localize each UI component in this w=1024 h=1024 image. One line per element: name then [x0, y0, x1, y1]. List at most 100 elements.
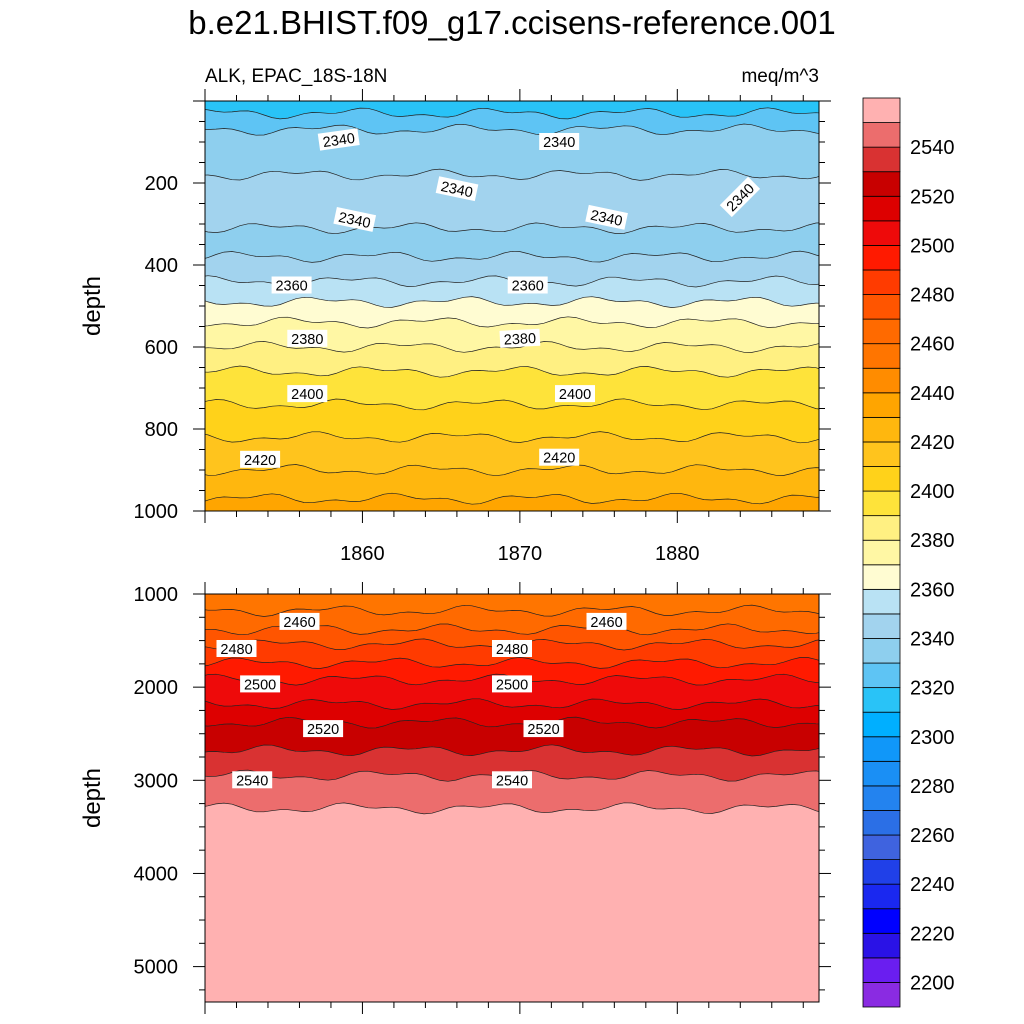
- contour-label-text: 2500: [244, 677, 276, 693]
- contour-band-2360: [205, 296, 819, 328]
- contour-label-text: 2340: [322, 131, 356, 151]
- contour-line: [205, 398, 819, 411]
- colorbar-swatch-2430: [862, 392, 901, 418]
- contour-label-text: 2540: [496, 773, 528, 789]
- y-tick-label: 600: [145, 337, 178, 359]
- contour-label: 2340: [585, 204, 628, 230]
- contour-label: 2400: [287, 385, 328, 403]
- x-axis-ticks: [204, 582, 804, 1014]
- contour-band-2460: [205, 605, 819, 635]
- colorbar-label: 2300: [910, 727, 955, 749]
- contour-band-2510: [205, 698, 819, 728]
- contour-label-text: 2380: [503, 331, 536, 349]
- x-tick-label: 1870: [498, 543, 543, 565]
- contour-label: 2380: [287, 329, 328, 348]
- contour-label: 2380: [499, 328, 541, 349]
- contour-line: [205, 296, 819, 308]
- colorbar-swatch-2360: [862, 564, 901, 590]
- contour-band-2550: [205, 802, 819, 1002]
- colorbar-swatch-2460: [862, 318, 901, 345]
- contour-label-text: 2340: [439, 179, 474, 201]
- contour-line: [205, 464, 819, 477]
- colorbar-swatch-2530: [862, 146, 901, 173]
- colorbar-swatch-2480: [862, 269, 901, 295]
- contour-label: 2340: [333, 206, 377, 232]
- contour-label-text: 2340: [337, 210, 372, 232]
- colorbar-swatch-2470: [862, 294, 901, 320]
- contour-band-2380: [205, 341, 819, 378]
- colorbar: 2200 2220 2240 2260 2280 2300 2320 2340 2360 2380…: [862, 97, 955, 1008]
- contour-label-text: 2480: [496, 642, 528, 658]
- colorbar-swatch-2320: [862, 662, 901, 689]
- contour-label-text: 2520: [307, 722, 339, 738]
- y-tick-label: 800: [145, 419, 178, 441]
- colorbar-swatch-2370: [862, 539, 901, 566]
- contour-label: 2360: [507, 276, 548, 295]
- colorbar-label: 2220: [910, 923, 955, 945]
- contour-line: [205, 492, 819, 505]
- contour-band-2310: [205, 101, 819, 119]
- contour-line: [205, 107, 819, 120]
- contour-label: 2340: [539, 133, 580, 151]
- colorbar-label: 2280: [910, 776, 955, 798]
- colorbar-label: 2540: [910, 137, 955, 159]
- contour-line: [205, 168, 819, 181]
- contour-label: 2400: [555, 385, 595, 403]
- lower-depth-panel: 2460 2460 2480 2480 2500 2500 2520 2520 2540 2540…: [79, 582, 831, 1014]
- contour-line: [205, 123, 819, 136]
- contour-label-text: 2520: [527, 722, 559, 738]
- colorbar-swatch-2350: [862, 588, 901, 615]
- contour-label: 2460: [279, 612, 320, 631]
- contour-label-text: 2540: [236, 773, 268, 789]
- contour-band-2430: [205, 493, 819, 511]
- colorbar-swatch-2340: [862, 613, 901, 639]
- contour-band-2450: [205, 594, 819, 617]
- colorbar-swatch-2210: [862, 932, 901, 959]
- colorbar-swatch-2310: [862, 687, 901, 713]
- y-axis-label: depth: [79, 276, 106, 336]
- colorbar-swatch-2280: [862, 760, 901, 787]
- contour-band-2540: [205, 770, 819, 814]
- colorbar-swatch-2390: [862, 490, 901, 517]
- contour-band-2340: [205, 251, 819, 287]
- colorbar-label: 2240: [910, 874, 955, 896]
- y-tick-label: 2000: [134, 677, 179, 699]
- contour-band-2470: [205, 623, 819, 650]
- colorbar-swatch-2230: [862, 883, 901, 910]
- x-axis-tick-labels: 1860 1870 1880: [340, 543, 699, 565]
- contour-label-text: 2420: [543, 451, 575, 467]
- colorbar-label: 2380: [910, 530, 955, 552]
- colorbar-label: 2320: [910, 678, 955, 700]
- colorbar-swatch-2410: [862, 441, 901, 467]
- colorbar-swatch-2260: [862, 810, 901, 836]
- contour-label: 2420: [539, 448, 580, 467]
- colorbar-label: 2400: [910, 481, 955, 503]
- x-tick-label: 1880: [655, 543, 700, 565]
- colorbar-swatch-2400: [862, 466, 901, 492]
- contour-band-2420: [205, 464, 819, 505]
- y-tick-label: 3000: [134, 770, 179, 792]
- colorbar-swatch-2450: [862, 343, 901, 369]
- contour-label: 2340: [317, 128, 360, 151]
- contour-fills: [205, 594, 819, 1002]
- colorbar-swatch-2550: [862, 97, 901, 123]
- y-axis: 200 400 600 800 1000 depth: [79, 100, 831, 523]
- colorbar-label: 2440: [910, 383, 955, 405]
- contour-line: [205, 604, 819, 617]
- colorbar-label: 2500: [910, 235, 955, 257]
- contour-line: [205, 657, 819, 669]
- contour-label-text: 2400: [291, 387, 323, 403]
- contour-label: 2480: [216, 640, 257, 658]
- colorbar-swatch-2190: [862, 982, 901, 1008]
- contour-band-2400: [205, 398, 819, 443]
- colorbar-label: 2420: [910, 432, 955, 454]
- contour-line: [205, 316, 819, 329]
- contour-label-text: 2460: [590, 615, 622, 631]
- contour-label: 2500: [240, 675, 281, 693]
- contour-label: 2420: [240, 450, 281, 469]
- colorbar-swatch-2420: [862, 416, 901, 443]
- colorbar-swatch-2270: [862, 785, 901, 811]
- colorbar-swatch-2520: [862, 171, 901, 197]
